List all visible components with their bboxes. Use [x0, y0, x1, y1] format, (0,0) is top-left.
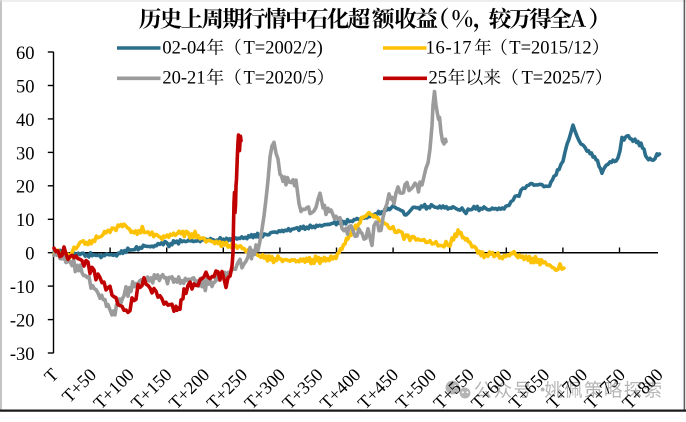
svg-text:10: 10: [16, 211, 35, 231]
svg-text:-20: -20: [10, 312, 35, 332]
svg-text:-30: -30: [10, 345, 35, 365]
svg-text:T=2002/2): T=2002/2): [244, 39, 323, 59]
svg-text:T=2025/7: T=2025/7: [522, 69, 595, 89]
svg-text:02-04: 02-04: [162, 39, 205, 59]
svg-text:20: 20: [16, 178, 35, 198]
svg-text:25: 25: [429, 69, 448, 89]
svg-text:16-17: 16-17: [426, 39, 473, 59]
svg-text:20-21: 20-21: [162, 69, 205, 89]
svg-text:0: 0: [25, 245, 34, 265]
svg-text:60: 60: [16, 44, 35, 64]
svg-text:50: 50: [16, 77, 35, 97]
svg-text:-10: -10: [10, 278, 35, 298]
svg-text:30: 30: [16, 144, 35, 164]
svg-text:T=2020/5: T=2020/5: [244, 69, 317, 89]
svg-text:40: 40: [16, 111, 35, 131]
svg-text:T=2015/12: T=2015/12: [509, 39, 591, 59]
